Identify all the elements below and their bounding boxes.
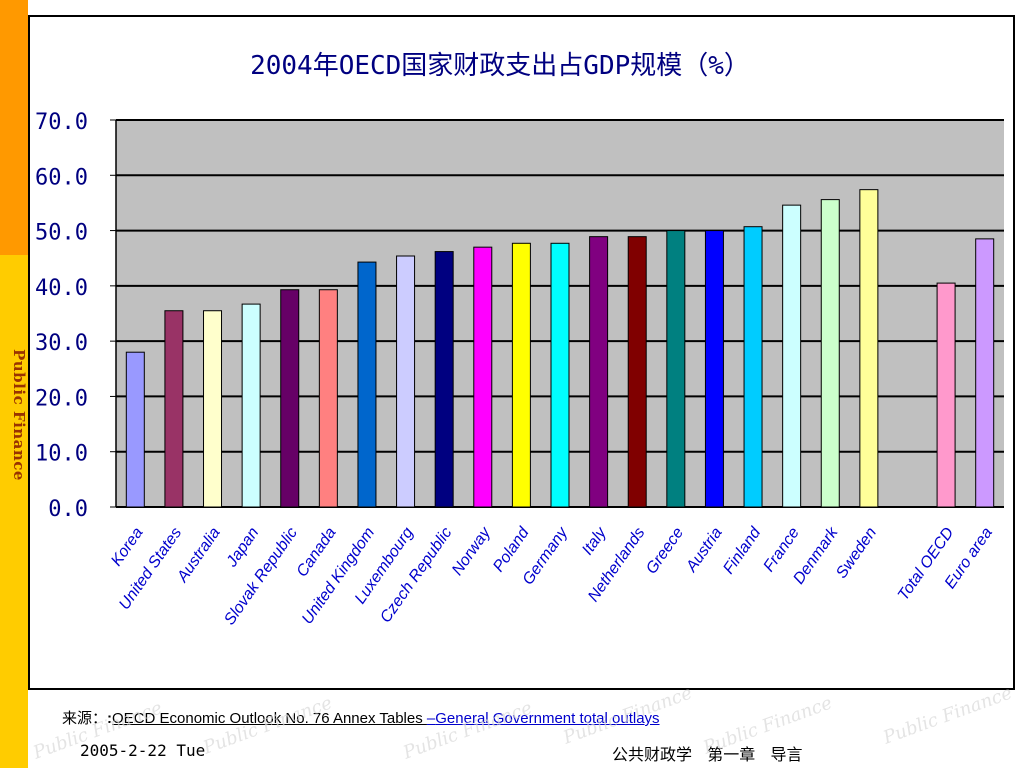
bar (704, 230, 724, 508)
chart-title: 2004年OECD国家财政支出占GDP规模（%） (250, 51, 750, 81)
bar (511, 242, 531, 508)
x-tick-label: Finland (720, 524, 765, 578)
y-tick-label: 0.0 (48, 497, 88, 522)
bar (936, 282, 956, 508)
y-tick-label: 50.0 (35, 221, 88, 246)
y-tick-label: 60.0 (35, 165, 88, 190)
x-tick-label: Norway (449, 524, 495, 579)
y-tick-label: 70.0 (35, 110, 88, 135)
bar (357, 261, 377, 508)
bar (318, 289, 338, 508)
bar (589, 236, 609, 508)
source-link-dash: – (426, 710, 436, 727)
y-tick-label: 20.0 (35, 386, 88, 411)
bar (241, 303, 261, 508)
bar (280, 289, 300, 508)
footer-date: 2005-2-22 Tue (80, 741, 206, 760)
source-line: 来源：:OECD Economic Outlook No. 76 Annex T… (62, 707, 660, 728)
sidebar-yellow-band (0, 255, 28, 768)
bar (550, 242, 570, 508)
bar (666, 230, 686, 508)
bar (743, 226, 763, 508)
bar (627, 236, 647, 508)
source-text: OECD Economic Outlook No. 76 Annex Table… (112, 710, 427, 727)
bar (473, 246, 493, 508)
x-tick-label: Japan (223, 524, 263, 570)
sidebar-orange-band (0, 0, 28, 255)
x-tick-label: Italy (579, 524, 610, 559)
source-link-text: General Government total outlays (435, 710, 660, 727)
bar (859, 189, 879, 508)
source-colon: : (107, 710, 113, 727)
x-tick-label: Total OECD (895, 524, 958, 604)
y-tick-label: 30.0 (35, 331, 88, 356)
x-tick-label: Czech Republic (377, 525, 455, 627)
bar (975, 238, 995, 508)
y-tick-label: 40.0 (35, 276, 88, 301)
y-tick-label: 10.0 (35, 442, 88, 467)
x-tick-label: Slovak Republic (221, 525, 301, 629)
bar (396, 255, 416, 508)
bar (203, 310, 223, 508)
bar (434, 251, 454, 508)
x-tick-label: Sweden (833, 524, 880, 581)
bar (125, 351, 145, 508)
sidebar-label: Public Finance (10, 349, 28, 481)
bar (820, 199, 840, 508)
source-link[interactable]: –General Government total outlays (427, 710, 660, 727)
bar (782, 204, 802, 508)
bar (164, 310, 184, 508)
x-tick-label: Korea (108, 524, 146, 569)
source-label: 来源： (62, 709, 108, 727)
bar-chart: 2004年OECD国家财政支出占GDP规模（%） 0.0 10.0 20.0 30.0 4… (35, 51, 1004, 629)
x-tick-label: Austria (683, 524, 726, 575)
footer-course: 公共财政学 第一章 导言 (612, 745, 803, 764)
x-tick-label: Greece (643, 524, 687, 577)
